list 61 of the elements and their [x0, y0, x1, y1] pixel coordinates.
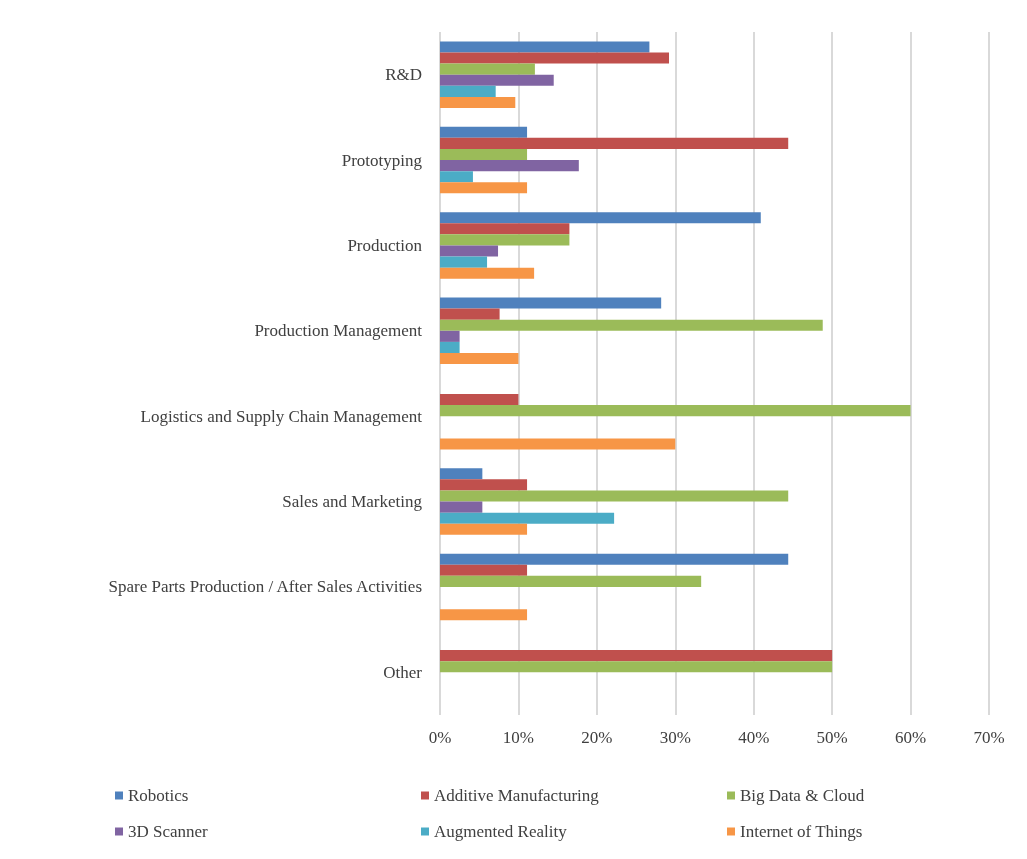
bar [440, 182, 528, 194]
x-tick-label: 60% [894, 728, 927, 747]
x-tick-label: 40% [738, 728, 770, 747]
y-tick-label: Prototyping [341, 150, 423, 170]
bar [440, 405, 911, 417]
bar [440, 137, 789, 149]
bar [440, 126, 528, 138]
bar [440, 223, 570, 235]
x-tick-label: 0% [428, 728, 452, 747]
y-tick-label: Spare Parts Production / After Sales Activities [108, 577, 422, 597]
bar [440, 52, 670, 64]
bar [440, 297, 662, 309]
legend-label: Robotics [128, 786, 189, 805]
bar [440, 74, 554, 86]
y-tick-label: Production Management [254, 321, 423, 341]
bar [440, 234, 570, 246]
legend-label: 3D Scanner [128, 822, 209, 841]
bar [440, 468, 483, 480]
bar [440, 212, 761, 224]
bar [440, 609, 528, 621]
y-tick-label: Logistics and Supply Chain Management [140, 406, 423, 426]
bar [440, 171, 473, 183]
bar [440, 564, 528, 576]
bar [440, 308, 500, 320]
legend-label: Augmented Reality [434, 822, 568, 841]
bar [440, 319, 823, 331]
bar [440, 553, 789, 565]
y-tick-label: R&D [385, 65, 422, 85]
x-tick-label: 20% [581, 728, 613, 747]
y-tick-label: Other [383, 662, 423, 682]
bar [440, 148, 528, 161]
bar [440, 353, 519, 365]
bar [440, 245, 499, 257]
bar [440, 41, 650, 53]
bar [440, 330, 460, 342]
y-tick-label: Sales and Marketing [282, 492, 423, 512]
bar [440, 512, 615, 524]
bar [440, 490, 789, 502]
bar [440, 650, 833, 662]
bar [440, 438, 676, 450]
bar [440, 575, 702, 587]
legend-label: Additive Manufacturing [434, 786, 600, 805]
bar [440, 341, 460, 354]
legend-label: Internet of Things [740, 822, 863, 841]
x-tick-label: 30% [659, 728, 691, 747]
x-tick-label: 50% [816, 728, 848, 747]
bar [440, 267, 535, 279]
bar [440, 160, 579, 172]
bar [440, 256, 488, 268]
legend-label: Big Data & Cloud [740, 786, 865, 805]
y-tick-label: Production [347, 235, 423, 255]
x-tick-label: 70% [973, 728, 1005, 747]
bar [440, 96, 516, 108]
bar [440, 661, 833, 673]
bar [440, 501, 483, 513]
bar [440, 479, 528, 491]
bar [440, 523, 528, 535]
bar [440, 85, 496, 97]
x-tick-label: 10% [502, 728, 535, 747]
bar [440, 393, 519, 406]
bar [440, 63, 535, 75]
